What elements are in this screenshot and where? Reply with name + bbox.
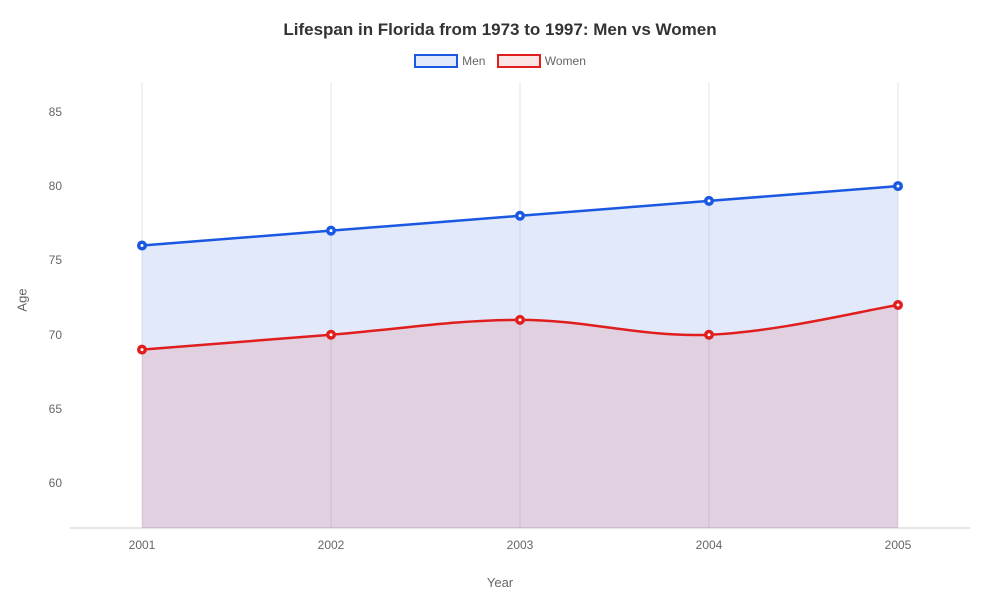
legend-label-women: Women (545, 54, 586, 68)
marker-women-0[interactable] (138, 346, 146, 354)
y-tick-label: 80 (49, 179, 62, 193)
legend-swatch-men (414, 54, 458, 68)
legend-swatch-women (497, 54, 541, 68)
x-tick-label: 2003 (507, 538, 534, 552)
x-tick-label: 2005 (885, 538, 912, 552)
x-tick-label: 2001 (129, 538, 156, 552)
legend: Men Women (0, 54, 1000, 71)
marker-men-4[interactable] (894, 182, 902, 190)
marker-women-4[interactable] (894, 301, 902, 309)
y-tick-label: 65 (49, 402, 62, 416)
x-tick-label: 2004 (696, 538, 723, 552)
x-tick-label: 2002 (318, 538, 345, 552)
y-tick-label: 85 (49, 105, 62, 119)
x-axis-title: Year (487, 575, 513, 590)
marker-men-3[interactable] (705, 197, 713, 205)
legend-item-women[interactable]: Women (497, 54, 586, 68)
y-axis-title: Age (15, 288, 30, 311)
marker-women-1[interactable] (327, 331, 335, 339)
marker-women-3[interactable] (705, 331, 713, 339)
plot-svg (70, 82, 970, 528)
chart-container: Lifespan in Florida from 1973 to 1997: M… (0, 0, 1000, 600)
marker-men-1[interactable] (327, 227, 335, 235)
marker-men-2[interactable] (516, 212, 524, 220)
chart-title: Lifespan in Florida from 1973 to 1997: M… (0, 20, 1000, 40)
legend-label-men: Men (462, 54, 485, 68)
marker-women-2[interactable] (516, 316, 524, 324)
y-tick-label: 60 (49, 476, 62, 490)
y-tick-label: 70 (49, 328, 62, 342)
y-tick-label: 75 (49, 253, 62, 267)
legend-item-men[interactable]: Men (414, 54, 485, 68)
marker-men-0[interactable] (138, 242, 146, 250)
plot-area: 60657075808520012002200320042005 (70, 82, 970, 528)
